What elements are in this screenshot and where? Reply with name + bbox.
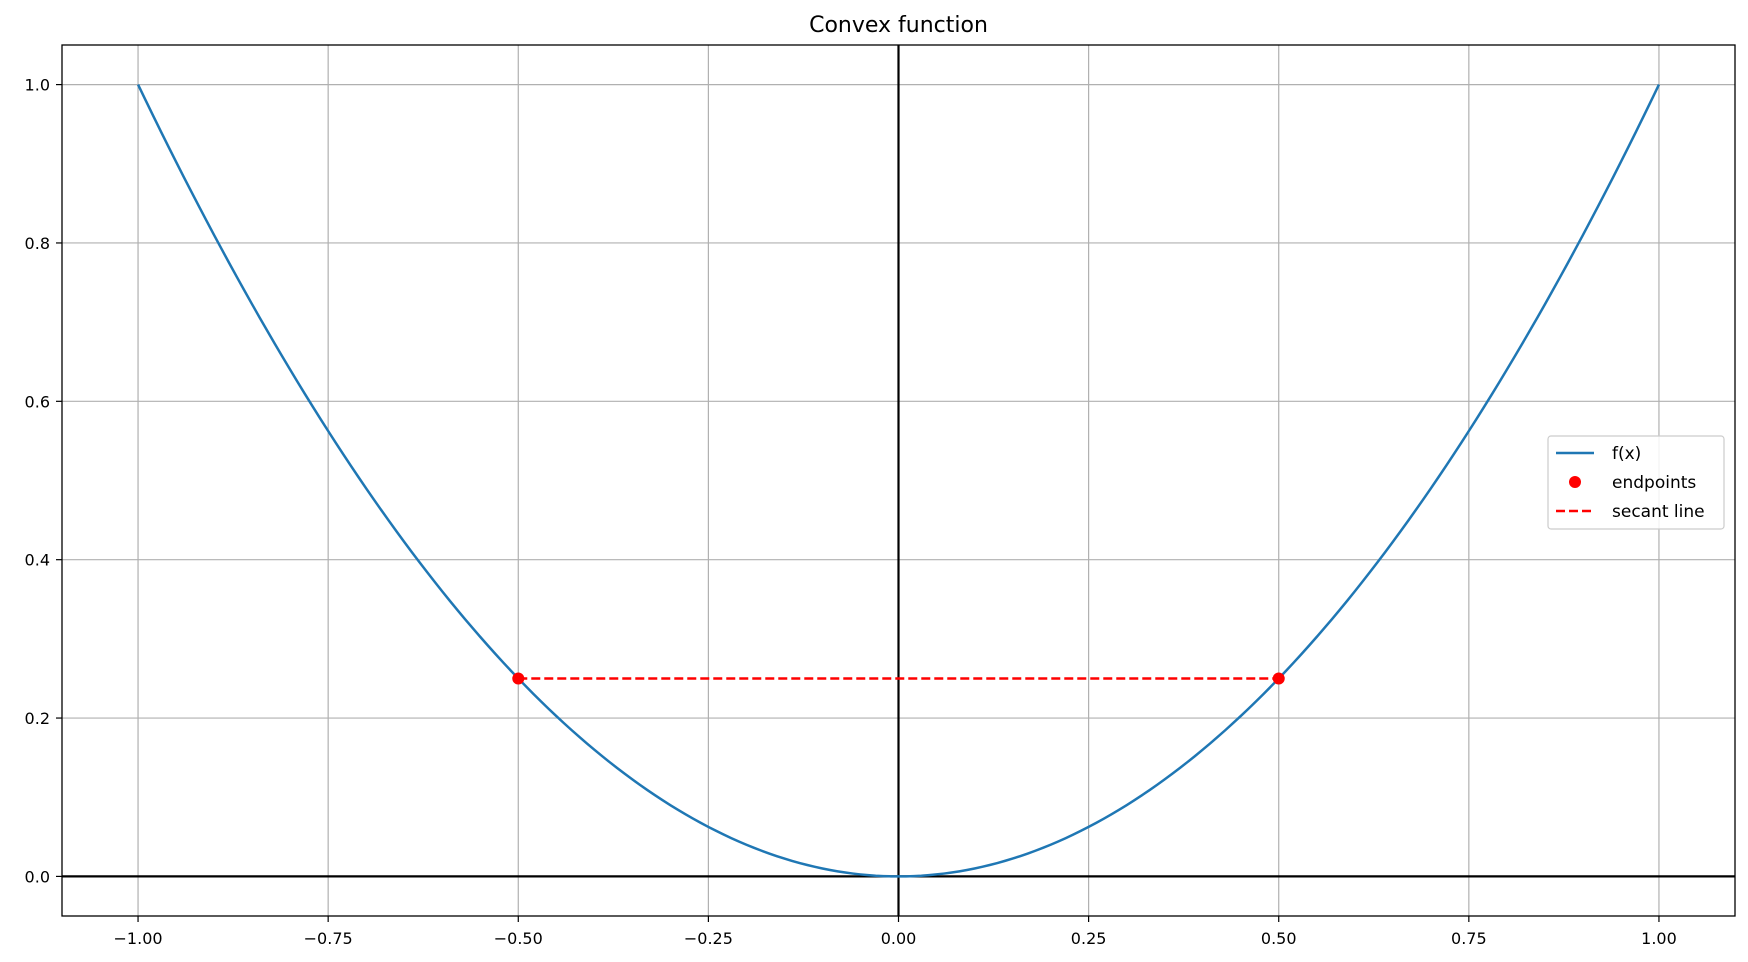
legend-box	[1547, 435, 1725, 530]
x-tick-label: 0.50	[1261, 929, 1297, 948]
legend-label: f(x)	[1612, 444, 1641, 464]
x-tick-label: −1.00	[114, 929, 163, 948]
legend-label: endpoints	[1612, 473, 1696, 493]
endpoint-marker	[1272, 672, 1285, 685]
y-tick-label: 0.6	[25, 392, 50, 411]
x-tick-label: −0.25	[684, 929, 733, 948]
legend-label: secant line	[1612, 502, 1705, 522]
y-tick-label: 0.8	[25, 234, 50, 253]
y-axis: 0.0 0.2 0.4 0.6 0.8 1.0	[25, 76, 62, 886]
chart-title: Convex function	[809, 13, 988, 38]
x-tick-label: 1.00	[1641, 929, 1677, 948]
y-tick-label: 0.2	[25, 709, 50, 728]
x-tick-label: 0.75	[1451, 929, 1487, 948]
legend-swatch-marker	[1569, 476, 1581, 488]
x-tick-label: −0.50	[494, 929, 543, 948]
x-tick-label: −0.75	[304, 929, 353, 948]
x-tick-label: 0.00	[881, 929, 917, 948]
x-tick-label: 0.25	[1071, 929, 1107, 948]
endpoint-marker	[512, 672, 525, 685]
y-tick-label: 0.4	[25, 551, 50, 570]
series-layer	[136, 84, 1661, 878]
y-tick-label: 0.0	[25, 867, 50, 886]
legend: f(x) endpoints secant line	[1547, 435, 1725, 530]
series-line-fx	[136, 84, 1661, 878]
x-axis: −1.00 −0.75 −0.50 −0.25 0.00 0.25 0.50 0.75 1.00	[114, 916, 1677, 948]
y-tick-label: 1.0	[25, 76, 50, 95]
